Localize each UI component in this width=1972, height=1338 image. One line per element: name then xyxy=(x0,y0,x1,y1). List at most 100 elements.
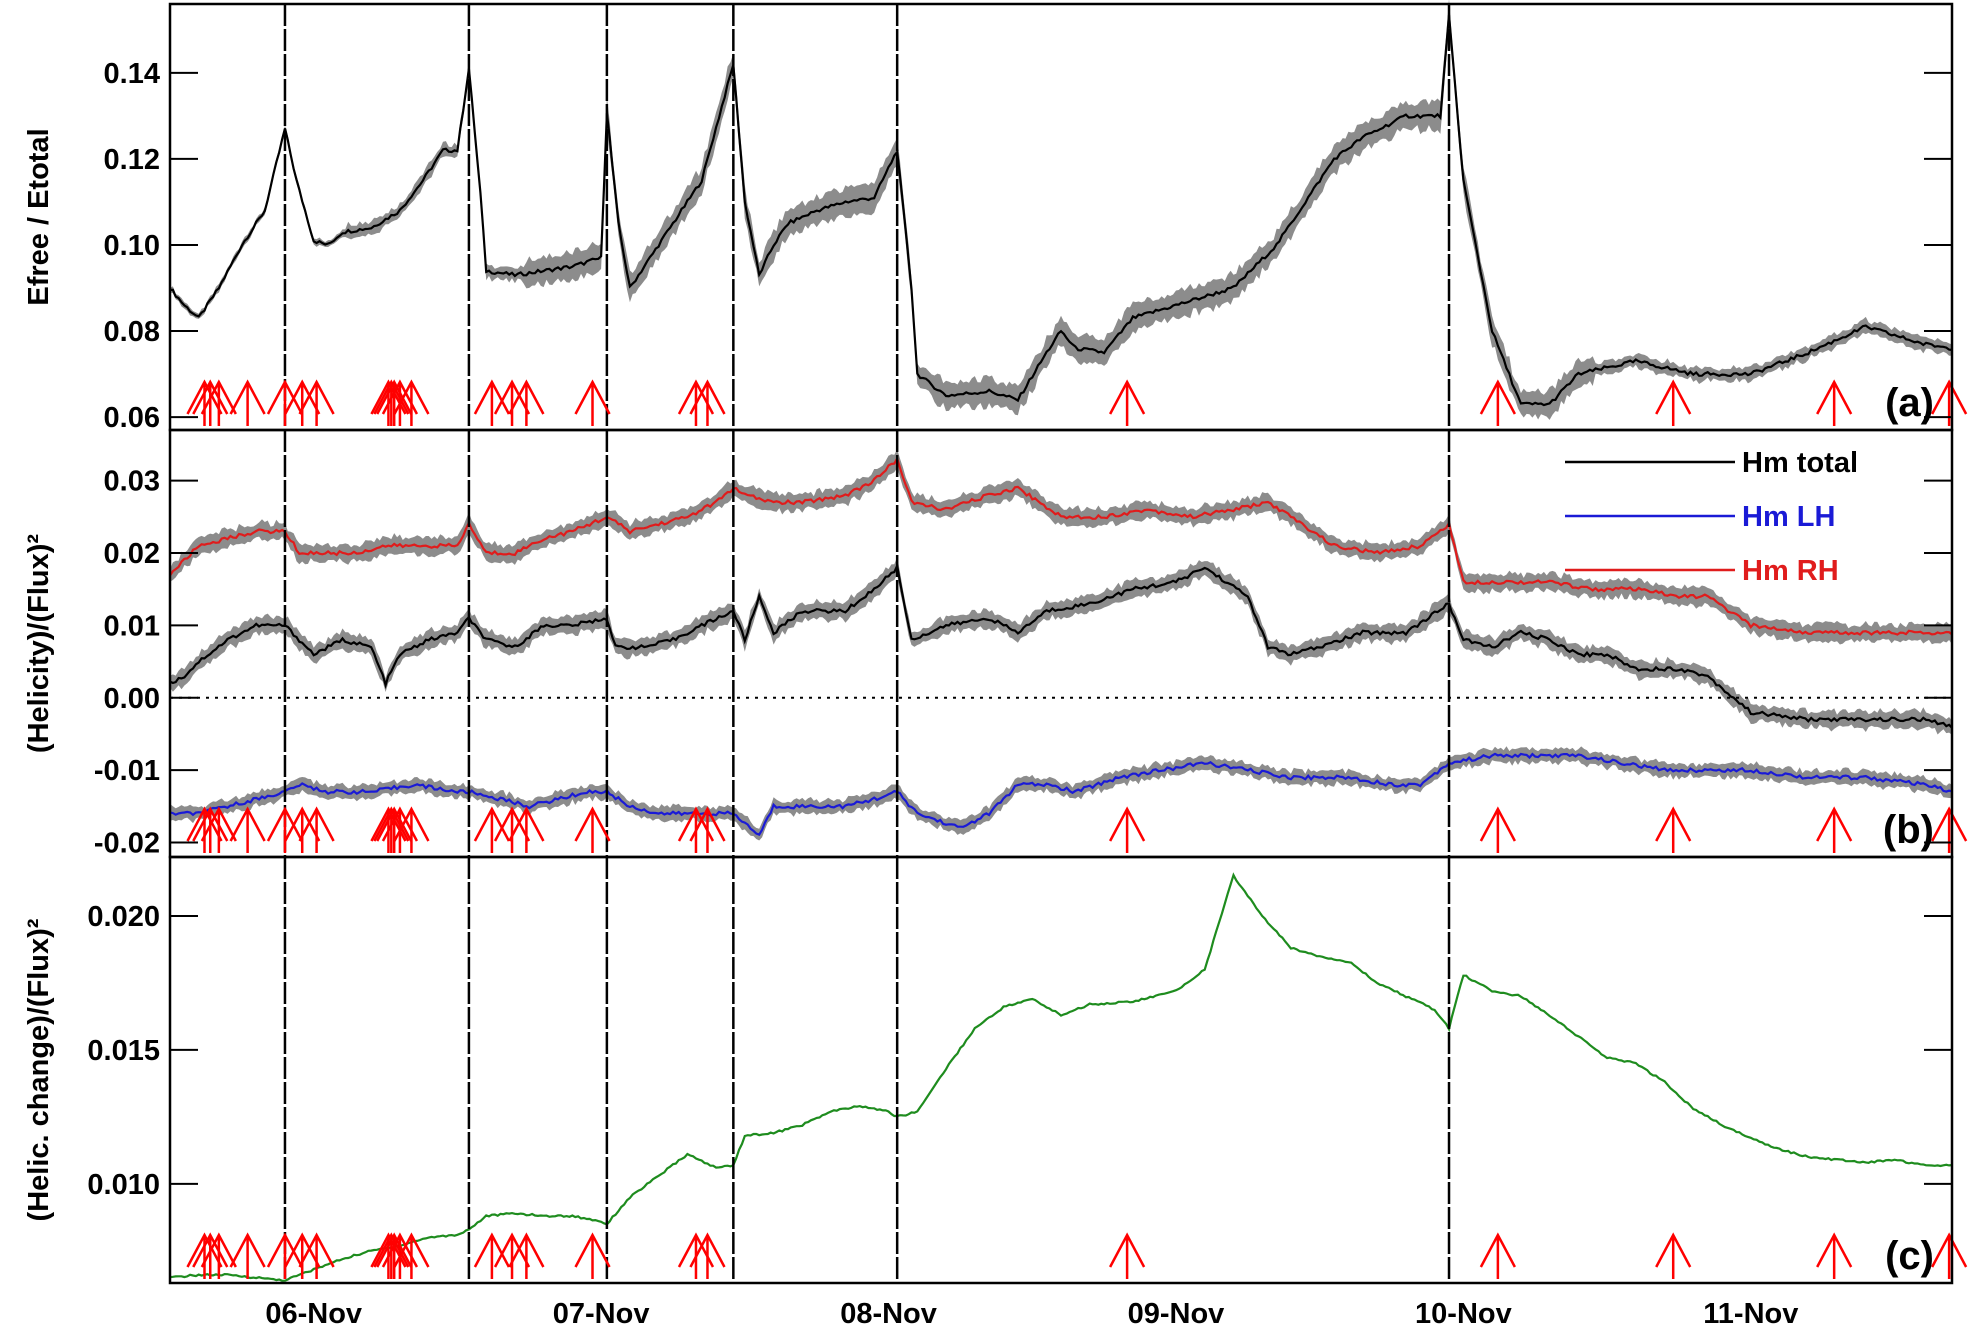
y-tick-label: 0.10 xyxy=(104,230,160,262)
flare-arrow xyxy=(1816,1232,1853,1279)
flare-arrow xyxy=(192,806,229,853)
panel-frame xyxy=(168,855,1954,1285)
y-tick-label: 0.12 xyxy=(104,144,160,176)
x-tick-label: 08-Nov xyxy=(840,1298,937,1330)
flare-arrow xyxy=(493,379,531,426)
flare-arrow xyxy=(200,1232,237,1279)
legend-entry: Hm total xyxy=(1742,447,1858,479)
flare-arrow xyxy=(493,1232,531,1279)
x-tick-label: 07-Nov xyxy=(553,1298,650,1330)
flare-arrow xyxy=(1655,806,1692,853)
flare-arrow xyxy=(229,1232,266,1279)
flare-arrow xyxy=(574,379,611,426)
series-line-hm-total xyxy=(169,561,1953,729)
y-tick-label: 0.020 xyxy=(87,901,160,933)
flare-arrow xyxy=(473,1232,511,1279)
series-line-hm-rh xyxy=(169,455,1953,636)
flare-arrow xyxy=(1109,1232,1146,1279)
panel-a-efree-etotal: 0.06 0.08 0.10 0.12 0.14 Efree / Etotal (a) xyxy=(23,0,1968,434)
panel-tag: (a) xyxy=(1885,381,1934,425)
flare-arrow xyxy=(200,379,237,426)
y-tick-label: 0.01 xyxy=(104,610,160,642)
flare-arrow xyxy=(393,806,430,853)
uncertainty-band-0-0 xyxy=(170,0,1952,420)
flare-arrow xyxy=(298,379,335,426)
series-line-panel-2 xyxy=(169,872,1953,1282)
flare-arrow xyxy=(1931,379,1968,426)
x-tick-label: 06-Nov xyxy=(265,1298,362,1330)
flare-arrow xyxy=(186,806,223,853)
uncertainty-band-1-0 xyxy=(170,556,1952,735)
series-line-hm-lh xyxy=(169,752,1953,836)
flare-arrow xyxy=(689,379,726,426)
y-tick-label: 0.00 xyxy=(104,683,160,715)
panel-b-helicity: -0.02 -0.01 0.00 0.01 0.02 0.03 (Helicity)/(Fl… xyxy=(23,428,1968,860)
flare-arrow xyxy=(1655,1232,1692,1279)
x-tick-label: 09-Nov xyxy=(1128,1298,1225,1330)
flare-arrow xyxy=(1479,806,1516,853)
shared-x-axis: 06-Nov 07-Nov 08-Nov 09-Nov 10-Nov 11-Nov xyxy=(265,1298,1798,1330)
flare-arrow xyxy=(229,806,266,853)
legend-entry: Hm LH xyxy=(1742,501,1835,533)
flare-arrow xyxy=(186,1232,223,1279)
y-axis-label: (Helicity)/(Flux)² xyxy=(23,534,55,753)
y-tick-label: 0.08 xyxy=(104,316,160,348)
flare-arrow xyxy=(473,806,511,853)
y-tick-label: 0.06 xyxy=(104,402,160,434)
panel-c-helicity-change: 0.010 0.015 0.020 (Helic. change)/(Flux)² (c… xyxy=(23,855,1968,1285)
flare-arrow xyxy=(508,379,545,426)
panel-tag: (b) xyxy=(1883,808,1934,852)
flare-arrow xyxy=(376,379,413,426)
flare-arrow xyxy=(1479,379,1516,426)
flare-arrow xyxy=(689,1232,726,1279)
flare-arrow xyxy=(574,1232,611,1279)
flare-arrow xyxy=(1816,379,1853,426)
flare-arrow xyxy=(186,379,223,426)
series-line-panel-0 xyxy=(169,14,1953,407)
y-tick-label: 0.010 xyxy=(87,1169,160,1201)
flare-arrow xyxy=(200,806,237,853)
flare-arrow xyxy=(284,379,321,426)
flare-arrow xyxy=(508,1232,545,1279)
y-tick-label: 0.14 xyxy=(104,58,160,90)
y-axis-label: (Helic. change)/(Flux)² xyxy=(23,918,55,1221)
y-axis-label: Efree / Etotal xyxy=(23,128,55,305)
flare-arrow xyxy=(284,1232,321,1279)
flare-arrow xyxy=(1655,379,1692,426)
x-tick-label: 10-Nov xyxy=(1415,1298,1512,1330)
flare-arrow xyxy=(1816,806,1853,853)
flare-arrow xyxy=(574,806,611,853)
y-tick-label: 0.03 xyxy=(104,466,160,498)
y-tick-label: -0.02 xyxy=(94,828,160,860)
y-tick-label: -0.01 xyxy=(94,755,160,787)
flare-arrow xyxy=(473,379,511,426)
flare-arrow xyxy=(192,1232,229,1279)
x-tick-label: 11-Nov xyxy=(1703,1298,1798,1330)
uncertainty-band-1-1 xyxy=(170,746,1952,841)
flare-arrow xyxy=(1931,1232,1968,1279)
flare-arrow xyxy=(1109,379,1146,426)
y-tick-label: 0.015 xyxy=(87,1035,160,1067)
flare-arrow xyxy=(508,806,545,853)
flare-arrow xyxy=(298,1232,335,1279)
flare-arrow xyxy=(1479,1232,1516,1279)
flare-arrow xyxy=(493,806,531,853)
flare-arrow xyxy=(266,806,304,853)
flare-arrow xyxy=(192,379,229,426)
legend-entry: Hm RH xyxy=(1742,555,1839,587)
flare-arrow xyxy=(393,1232,430,1279)
y-tick-label: 0.02 xyxy=(104,538,160,570)
flare-arrow xyxy=(376,1232,413,1279)
flare-arrow xyxy=(1931,806,1968,853)
panel-tag: (c) xyxy=(1885,1234,1934,1278)
flare-arrow xyxy=(689,806,726,853)
flare-arrow xyxy=(284,806,321,853)
flare-arrow xyxy=(229,379,266,426)
flare-arrow xyxy=(266,379,304,426)
flare-arrow xyxy=(376,806,413,853)
flare-arrow xyxy=(298,806,335,853)
flare-arrow xyxy=(266,1232,304,1279)
flare-arrow xyxy=(393,379,430,426)
flare-arrow xyxy=(1109,806,1146,853)
